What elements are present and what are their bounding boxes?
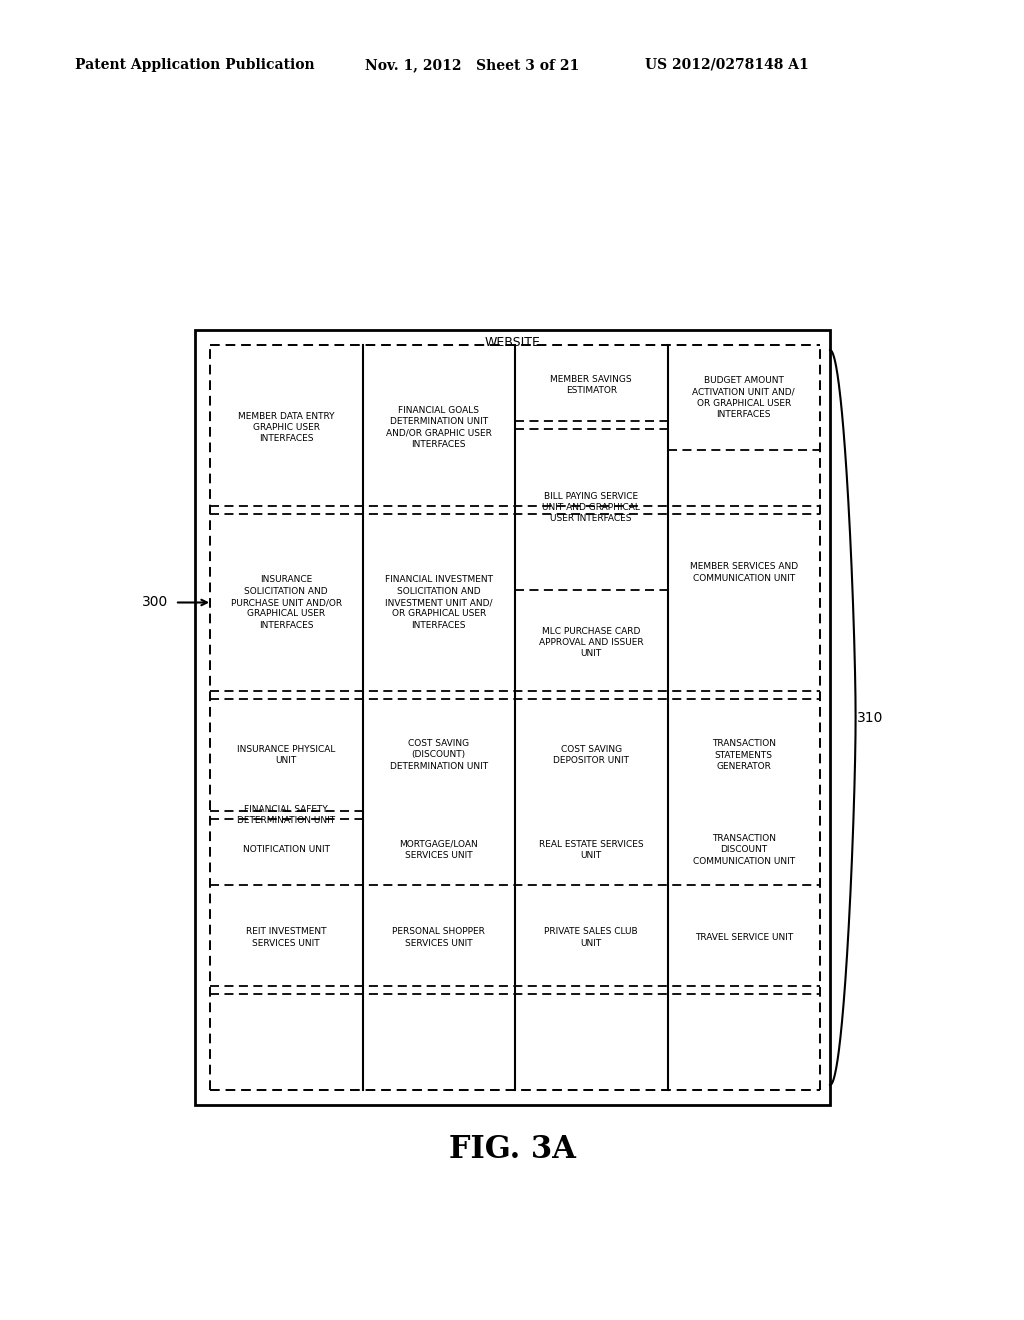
Text: COST SAVING
(DISCOUNT)
DETERMINATION UNIT: COST SAVING (DISCOUNT) DETERMINATION UNI… (390, 739, 487, 771)
Text: NOTIFICATION UNIT: NOTIFICATION UNIT (243, 846, 330, 854)
Text: Nov. 1, 2012   Sheet 3 of 21: Nov. 1, 2012 Sheet 3 of 21 (365, 58, 580, 73)
Text: 310: 310 (857, 710, 883, 725)
Text: FIG. 3A: FIG. 3A (449, 1134, 575, 1166)
Text: BUDGET AMOUNT
ACTIVATION UNIT AND/
OR GRAPHICAL USER
INTERFACES: BUDGET AMOUNT ACTIVATION UNIT AND/ OR GR… (692, 376, 795, 420)
Text: TRANSACTION
DISCOUNT
COMMUNICATION UNIT: TRANSACTION DISCOUNT COMMUNICATION UNIT (692, 834, 795, 866)
Text: REIT INVESTMENT
SERVICES UNIT: REIT INVESTMENT SERVICES UNIT (246, 927, 327, 948)
Text: 300: 300 (141, 595, 168, 610)
Text: INSURANCE
SOLICITATION AND
PURCHASE UNIT AND/OR
GRAPHICAL USER
INTERFACES: INSURANCE SOLICITATION AND PURCHASE UNIT… (230, 576, 342, 630)
Text: BILL PAYING SERVICE
UNIT AND GRAPHICAL
USER INTERFACES: BILL PAYING SERVICE UNIT AND GRAPHICAL U… (543, 491, 640, 524)
Text: MEMBER DATA ENTRY
GRAPHIC USER
INTERFACES: MEMBER DATA ENTRY GRAPHIC USER INTERFACE… (238, 412, 335, 444)
Text: PRIVATE SALES CLUB
UNIT: PRIVATE SALES CLUB UNIT (545, 927, 638, 948)
Text: TRANSACTION
STATEMENTS
GENERATOR: TRANSACTION STATEMENTS GENERATOR (712, 739, 776, 771)
Text: PERSONAL SHOPPER
SERVICES UNIT: PERSONAL SHOPPER SERVICES UNIT (392, 927, 485, 948)
Text: FINANCIAL GOALS
DETERMINATION UNIT
AND/OR GRAPHIC USER
INTERFACES: FINANCIAL GOALS DETERMINATION UNIT AND/O… (386, 405, 492, 449)
Text: TRAVEL SERVICE UNIT: TRAVEL SERVICE UNIT (694, 933, 793, 942)
Text: FINANCIAL SAFETY
DETERMINATION UNIT: FINANCIAL SAFETY DETERMINATION UNIT (238, 805, 335, 825)
Text: REAL ESTATE SERVICES
UNIT: REAL ESTATE SERVICES UNIT (539, 840, 643, 861)
Text: FINANCIAL INVESTMENT
SOLICITATION AND
INVESTMENT UNIT AND/
OR GRAPHICAL USER
INT: FINANCIAL INVESTMENT SOLICITATION AND IN… (385, 576, 493, 630)
Text: Patent Application Publication: Patent Application Publication (75, 58, 314, 73)
Text: US 2012/0278148 A1: US 2012/0278148 A1 (645, 58, 809, 73)
Text: INSURANCE PHYSICAL
UNIT: INSURANCE PHYSICAL UNIT (238, 744, 336, 766)
Text: WEBSITE: WEBSITE (484, 337, 541, 350)
Text: MEMBER SERVICES AND
COMMUNICATION UNIT: MEMBER SERVICES AND COMMUNICATION UNIT (690, 562, 798, 582)
Text: MLC PURCHASE CARD
APPROVAL AND ISSUER
UNIT: MLC PURCHASE CARD APPROVAL AND ISSUER UN… (539, 627, 643, 659)
Text: MORTGAGE/LOAN
SERVICES UNIT: MORTGAGE/LOAN SERVICES UNIT (399, 840, 478, 861)
Bar (195, 330, 830, 1105)
Text: COST SAVING
DEPOSITOR UNIT: COST SAVING DEPOSITOR UNIT (553, 744, 630, 766)
Text: MEMBER SAVINGS
ESTIMATOR: MEMBER SAVINGS ESTIMATOR (551, 375, 632, 395)
